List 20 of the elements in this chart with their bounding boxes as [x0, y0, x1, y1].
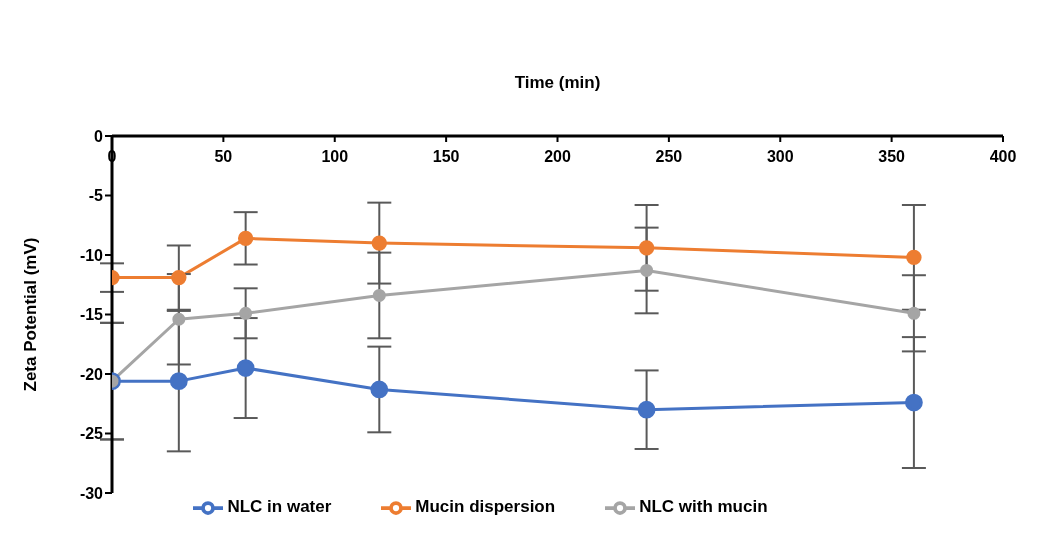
x-tick-label: 150 — [432, 148, 460, 165]
y-tick-label: -20 — [79, 365, 104, 383]
x-tick-label: 100 — [321, 148, 349, 165]
y-tick-label: -5 — [88, 187, 104, 205]
y-tick-label: -30 — [79, 484, 104, 502]
legend-label: NLC in water — [227, 497, 332, 517]
y-axis-title: Zeta Potential (mV) — [21, 237, 41, 392]
y-tick-label: -25 — [79, 425, 104, 443]
x-tick-label: 400 — [989, 148, 1017, 165]
y-tick-label: 0 — [94, 127, 104, 145]
x-tick-label: 50 — [214, 148, 233, 165]
legend-label: Mucin dispersion — [415, 497, 556, 517]
x-tick-label: 250 — [655, 148, 683, 165]
legend-label: NLC with mucin — [639, 497, 768, 517]
x-tick-label: 300 — [766, 148, 794, 165]
y-tick-label: -15 — [79, 306, 104, 324]
x-axis-title: Time (min) — [514, 73, 601, 93]
x-tick-label: 350 — [878, 148, 906, 165]
x-tick-label: 200 — [544, 148, 571, 165]
y-tick-label: -10 — [79, 246, 104, 264]
